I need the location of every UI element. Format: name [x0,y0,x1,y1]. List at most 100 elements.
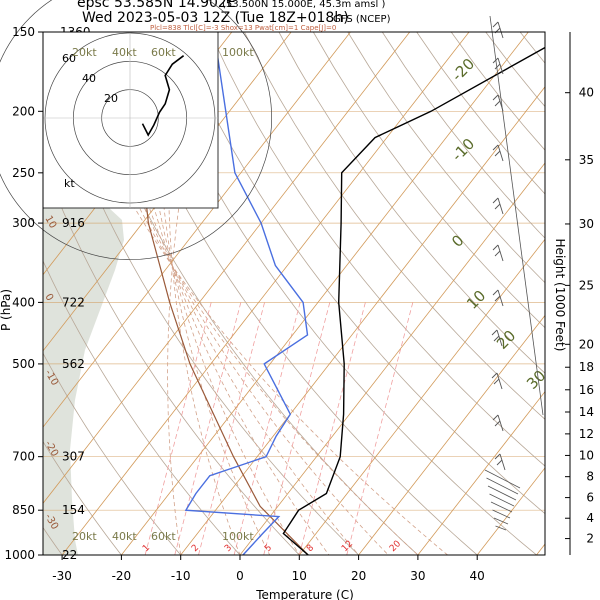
low-level-barb [492,509,511,519]
hodo-speed-label: 20kt [72,46,97,59]
barb-flag [492,244,499,251]
hodo-ring [0,0,272,260]
height-tick-label: 35 [579,153,594,167]
header-location-detail: (53.500N 15.000E, 45.3m amsl ) [222,0,385,10]
barb-guide-line [489,15,544,416]
height-tick-label: 2 [586,532,594,546]
height-m-label: 562 [62,357,85,371]
mixing-ratio-label: 12 [340,539,355,554]
barb-flag [491,372,498,379]
wind-barb [492,197,504,215]
hodo-ring-label: 60 [62,52,76,65]
dry-adiabat-line [347,32,545,284]
height-m-label: 307 [62,450,85,464]
dry-adiabat-line [312,32,545,329]
moist-adiabat-line [72,32,419,555]
height-m-label: 916 [62,216,85,230]
isotherm-line [43,32,411,504]
hodo-speed-label: 20kt [72,530,97,543]
mixing-ratio-label: 8 [305,543,316,554]
mixing-ratio-line [346,302,414,555]
low-level-barb [487,485,517,501]
height-tick-label: 30 [579,217,594,231]
hodo-speed-label: 100kt [222,46,254,59]
hodo-speed-label: 100kt [222,530,254,543]
height-tick-label: 40 [579,86,594,100]
wind-barb [492,21,504,39]
low-level-barb [493,517,509,525]
barb-flag [492,144,499,151]
barb-flag [491,329,498,336]
barb-flag [492,197,499,204]
wind-barb [492,144,504,162]
isotherm-line [239,162,545,555]
x-tick-label: 30 [410,569,425,583]
isotherm-label: -10 [448,135,478,165]
moist-adiabat-line [143,32,300,555]
dry-adiabat-line [381,32,545,239]
hodo-ring-label: 40 [82,72,96,85]
barb-flag [492,414,499,421]
isotherm-label: 10 [463,287,489,313]
height-tick-label: 8 [586,470,594,484]
x-axis-label: Temperature (C) [255,588,354,600]
moist-adiabat-line [125,32,330,555]
wind-barb [492,244,504,262]
moist-adiabat-line [107,32,360,555]
x-tick-label: 20 [351,569,366,583]
y2-axis-label: Height (1000 Feet) [553,239,567,352]
height-tick-label: 16 [579,383,594,397]
low-level-barb [484,469,521,489]
wind-barbs [484,15,544,531]
mixing-ratio-label: 20 [388,539,403,554]
moist-adiabat-line [158,32,271,555]
left-isotherm-label: 0 [42,292,55,303]
temperature-line [282,46,545,555]
height-tick-label: 14 [579,405,594,419]
hodograph-trace [141,55,185,137]
height-tick-label: 4 [586,511,594,525]
barb-staff [497,144,504,162]
low-level-barb [489,493,515,507]
barb-flag [496,459,503,466]
mixing-ratio-label: 1 [141,543,152,554]
header-model: GFS (NCEP) [333,14,391,25]
p-tick-label: 400 [12,295,35,309]
mixing-ratio-label: 3 [223,543,234,554]
axes: -30 -20 -10 0 10 20 30 401502002503004005007008… [4,25,594,583]
hodo-ring-label: 20 [104,92,118,105]
p-tick-label: 850 [12,503,35,517]
barb-staff [497,21,504,39]
barb-flag [492,94,499,101]
barb-flag [493,335,500,342]
p-tick-label: 1000 [4,548,35,562]
header-datetime: Wed 2023-05-03 12Z (Tue 18Z+018h) [82,10,349,26]
low-level-barb [495,525,507,531]
dry-adiabat-line [278,32,545,374]
hodo-speed-label: 60kt [151,46,176,59]
hodo-speed-label: 40kt [112,46,137,59]
barb-staff [497,244,504,262]
height-tick-label: 10 [579,448,594,462]
mixing-ratio-line [298,302,366,555]
wind-barb [492,414,504,432]
isotherm-label: -20 [448,55,478,85]
barb-flag [492,57,499,64]
barb-staff [497,197,504,215]
p-tick-label: 250 [12,166,35,180]
barb-flag [494,100,501,107]
x-tick-label: 0 [236,569,244,583]
moist-adiabat-line [168,32,241,555]
wind-barb [492,57,504,75]
mixing-ratio-line [233,302,301,555]
barb-flag [494,63,501,70]
p-tick-label: 150 [12,25,35,39]
hodo-unit: kt [64,177,75,190]
moisture-shading [43,150,124,555]
height-tick-label: 18 [579,360,594,374]
barb-flag [492,289,499,296]
x-tick-label: -20 [112,569,132,583]
barb-staff [497,57,504,75]
height-tick-label: 6 [586,491,594,505]
mixing-ratio-lines [144,302,414,555]
